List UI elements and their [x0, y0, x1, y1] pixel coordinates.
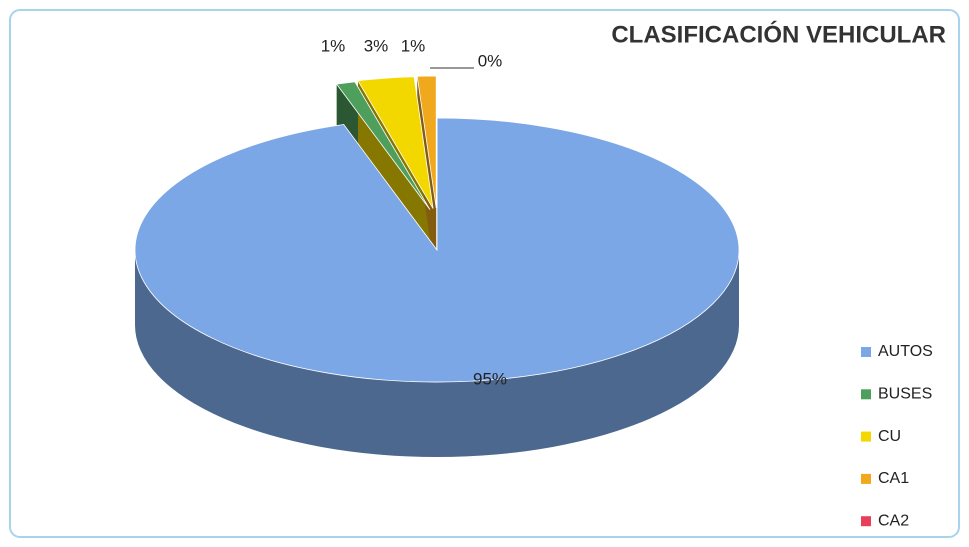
legend-label: CU	[878, 428, 901, 445]
data-label: 1%	[401, 36, 426, 55]
legend-swatch	[861, 516, 871, 527]
chart-title: CLASIFICACIÓN VEHICULAR	[611, 20, 946, 48]
legend-swatch	[861, 431, 871, 442]
legend-label: AUTOS	[878, 343, 933, 360]
pie-slice	[357, 76, 434, 209]
legend-label: BUSES	[878, 386, 932, 403]
pie-slice-side	[135, 250, 739, 457]
data-label: 3%	[364, 36, 389, 55]
pie-slice	[335, 81, 431, 210]
legend-swatch	[861, 347, 871, 357]
legend-label: CA2	[878, 512, 909, 529]
legend-swatch	[861, 389, 871, 400]
legend-swatch	[861, 473, 871, 484]
data-label: 0%	[478, 51, 503, 70]
data-label: 1%	[321, 36, 346, 55]
pie-slice	[134, 117, 740, 383]
pie-slice	[416, 75, 437, 209]
legend-label: CA1	[878, 470, 909, 487]
data-label: 95%	[473, 369, 507, 388]
